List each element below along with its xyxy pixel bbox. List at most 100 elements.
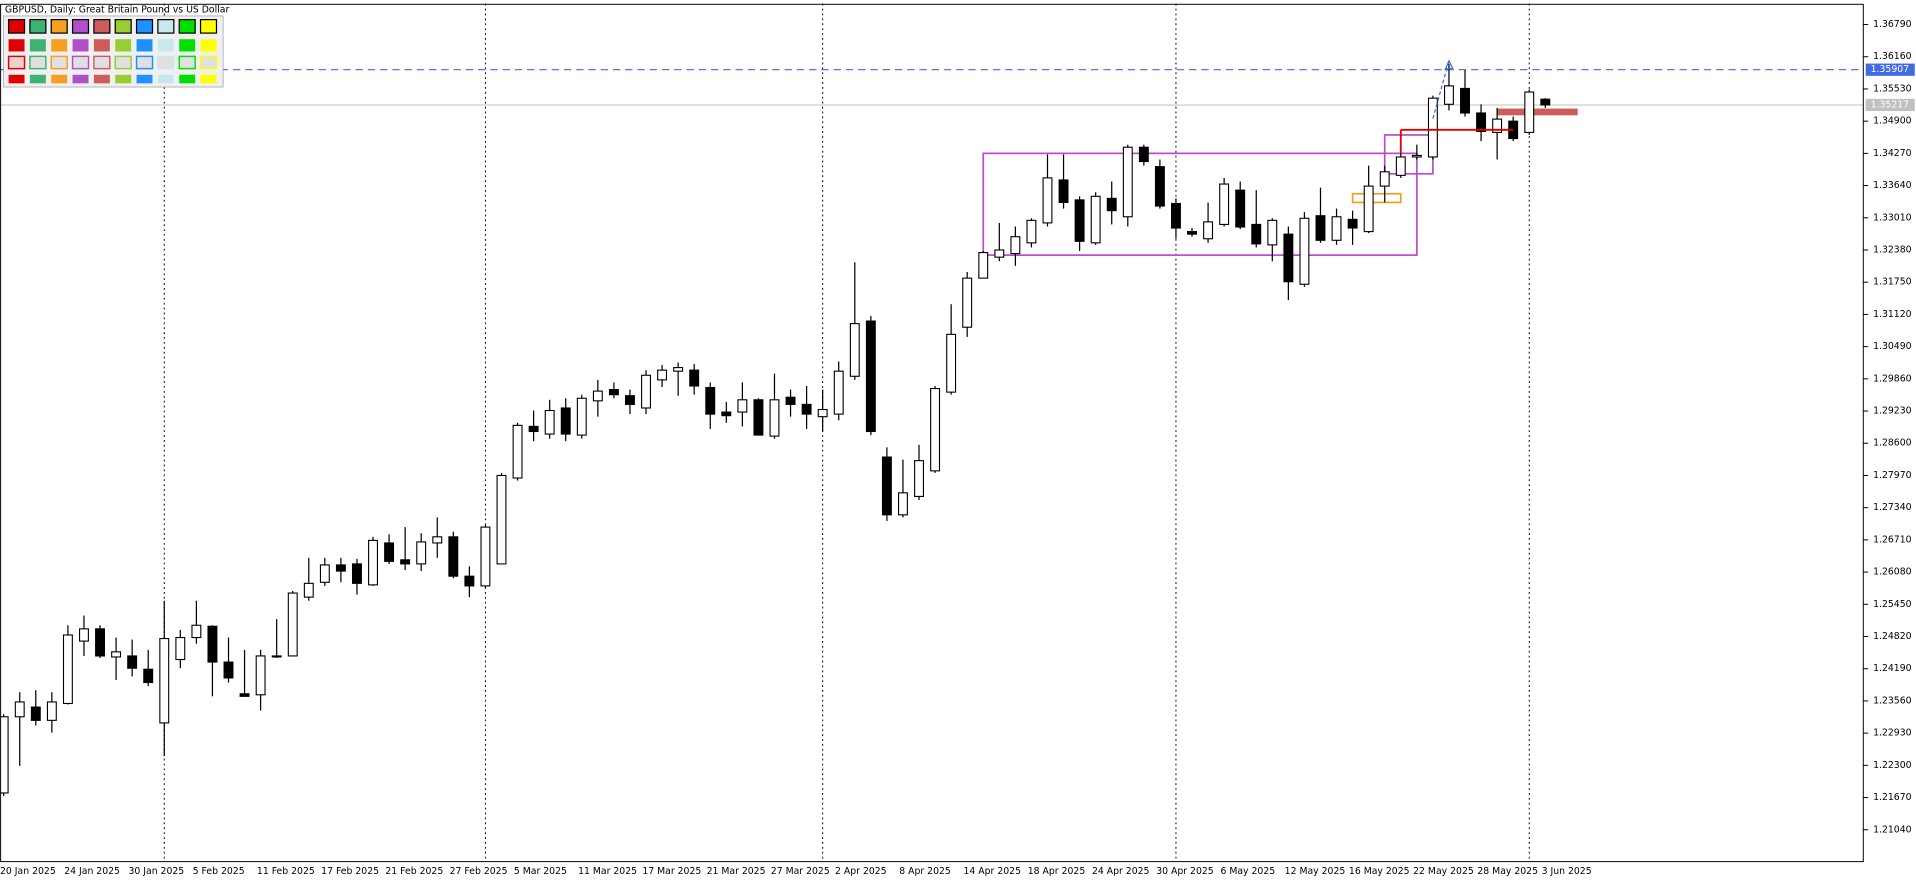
y-tick-label: 1.21670: [1873, 792, 1912, 803]
y-tick-label: 1.31750: [1873, 277, 1912, 288]
x-tick-label: 2 Apr 2025: [835, 866, 887, 877]
x-tick-label: 18 Apr 2025: [1028, 866, 1086, 877]
x-tick-label: 21 Mar 2025: [707, 866, 766, 877]
y-tick-label: 1.36790: [1873, 19, 1912, 30]
candle-body: [849, 323, 860, 377]
palette-swatch: [29, 39, 46, 52]
palette-swatch: [179, 74, 196, 84]
palette-swatch: [71, 55, 90, 70]
y-tick-label: 1.33640: [1873, 180, 1912, 191]
y-tick-label: 1.24190: [1873, 663, 1912, 674]
candle-body: [833, 370, 844, 415]
candle-body: [1331, 216, 1342, 241]
candle-body: [1299, 217, 1310, 285]
candle-body: [673, 367, 684, 372]
candle-body: [207, 625, 218, 663]
y-tick-label: 1.26710: [1873, 534, 1912, 545]
y-tick-label: 1.34270: [1873, 148, 1912, 159]
candle-body: [1379, 171, 1390, 187]
y-tick-label: 1.23560: [1873, 695, 1912, 706]
candle-body: [287, 592, 298, 657]
candle-body: [753, 399, 764, 436]
palette-swatch: [199, 18, 218, 34]
candle-body: [1058, 179, 1069, 204]
candle-body: [1170, 202, 1181, 229]
y-tick-label: 1.28600: [1873, 438, 1912, 449]
y-tick-label: 1.34900: [1873, 116, 1912, 127]
candle-body: [191, 624, 202, 639]
y-tick-label: 1.25450: [1873, 599, 1912, 610]
candle-body: [352, 563, 362, 584]
y-tick-label: 1.21040: [1873, 824, 1912, 835]
candle-body: [1443, 85, 1454, 105]
x-tick-label: 27 Mar 2025: [771, 866, 830, 877]
candle-body: [432, 536, 443, 544]
x-tick-label: 17 Mar 2025: [642, 866, 701, 877]
x-tick-label: 5 Feb 2025: [193, 866, 245, 877]
candle-body: [930, 387, 941, 472]
candle-body: [1106, 197, 1117, 212]
candle-body: [62, 634, 73, 705]
chart-title: GBPUSD, Daily: Great Britain Pound vs US…: [5, 4, 230, 15]
candle-body: [528, 425, 539, 433]
candle-body: [641, 374, 651, 409]
candle-body: [1524, 91, 1535, 133]
candle-body: [303, 582, 314, 598]
candle-body: [368, 539, 378, 586]
price-label-bg: [1865, 63, 1915, 76]
palette-swatch: [200, 74, 217, 84]
palette-swatch: [157, 74, 174, 84]
candle-body: [480, 526, 491, 587]
y-tick-label: 1.27970: [1873, 470, 1912, 481]
x-tick-label: 5 Mar 2025: [514, 866, 567, 877]
x-tick-label: 20 Jan 2025: [0, 866, 56, 877]
palette-swatch: [51, 39, 68, 52]
price-label-bg: [1865, 98, 1915, 112]
x-tick-label: 30 Apr 2025: [1156, 866, 1214, 877]
palette-swatch: [72, 74, 89, 84]
candle-body: [592, 390, 603, 402]
candle-body: [0, 716, 9, 794]
color-palette: [3, 15, 224, 88]
x-tick-label: 16 May 2025: [1349, 866, 1410, 877]
x-tick-label: 24 Jan 2025: [64, 866, 120, 877]
price-label: 1.35907: [1871, 64, 1910, 75]
palette-swatch: [93, 74, 110, 84]
palette-swatch: [136, 74, 153, 84]
y-tick-label: 1.22930: [1873, 728, 1912, 739]
y-tick-label: 1.29230: [1873, 406, 1912, 417]
x-tick-label: 8 Apr 2025: [899, 866, 951, 877]
candle-body: [978, 252, 989, 279]
candle-body: [1235, 189, 1246, 228]
palette-swatch: [50, 55, 68, 70]
candle-body: [962, 277, 973, 328]
y-tick-label: 1.22300: [1873, 760, 1912, 771]
palette-swatch: [71, 18, 90, 34]
y-tick-label: 1.33010: [1873, 212, 1912, 223]
palette-swatch: [29, 55, 47, 70]
palette-swatch: [8, 74, 25, 84]
plot-frame: [0, 3, 1864, 863]
candle-body: [1122, 146, 1133, 218]
price-label: 1.35217: [1871, 99, 1910, 110]
candle-body: [384, 542, 395, 562]
palette-swatch: [50, 18, 68, 34]
y-tick-label: 1.27340: [1873, 502, 1912, 513]
candle-body: [239, 693, 250, 697]
drawn-rectangle: [1496, 108, 1578, 116]
palette-swatch: [7, 18, 26, 34]
candle-body: [801, 403, 812, 415]
candle-body: [1395, 156, 1406, 176]
palette-swatch: [8, 39, 25, 52]
x-tick-label: 12 May 2025: [1285, 866, 1346, 877]
drawn-line: [1432, 60, 1450, 119]
palette-swatch: [114, 18, 132, 34]
palette-swatch: [200, 39, 217, 52]
candle-body: [1347, 218, 1358, 229]
candle-body: [721, 411, 732, 417]
palette-swatch: [93, 39, 110, 52]
candle-body: [512, 424, 523, 479]
candle-body: [1026, 219, 1037, 244]
x-tick-label: 30 Jan 2025: [128, 866, 184, 877]
